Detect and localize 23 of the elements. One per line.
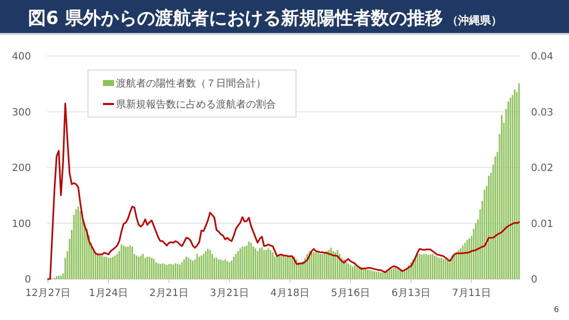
x-tick-label: 3月21日 <box>210 288 250 299</box>
x-tick-label: 12月27日 <box>25 288 71 299</box>
chart-subtitle: （沖縄県） <box>446 14 502 27</box>
y2-tick-label: 0 <box>531 274 538 286</box>
text: 6 <box>554 305 559 314</box>
x-tick-label: 6月13日 <box>391 288 431 299</box>
legend-label: 県新規報告数に占める渡航者の割合 <box>116 98 276 110</box>
y-tick-label: 200 <box>12 163 31 174</box>
x-tick-label: 1月24日 <box>88 288 128 299</box>
y-tick-label: 300 <box>12 107 31 118</box>
y-tick-label: 0 <box>24 274 31 286</box>
y2-tick-label: 0.04 <box>531 52 554 62</box>
y2-tick-label: 0.03 <box>531 107 554 118</box>
y-tick-label: 100 <box>12 218 31 230</box>
y-tick-label: 400 <box>12 52 31 62</box>
x-tick-label: 5月16日 <box>330 288 370 299</box>
x-tick-label: 7月11日 <box>452 288 492 299</box>
x-tick-label: 4月18日 <box>270 288 310 299</box>
y2-tick-label: 0.02 <box>531 163 554 174</box>
chart-title: 図6 県外からの渡航者における新規陽性者数の推移 <box>28 8 443 29</box>
x-tick-label: 2月21日 <box>149 288 189 299</box>
y2-tick-label: 0.01 <box>531 218 554 230</box>
legend-label: 渡航者の陽性者数（７日間合計） <box>116 78 266 90</box>
